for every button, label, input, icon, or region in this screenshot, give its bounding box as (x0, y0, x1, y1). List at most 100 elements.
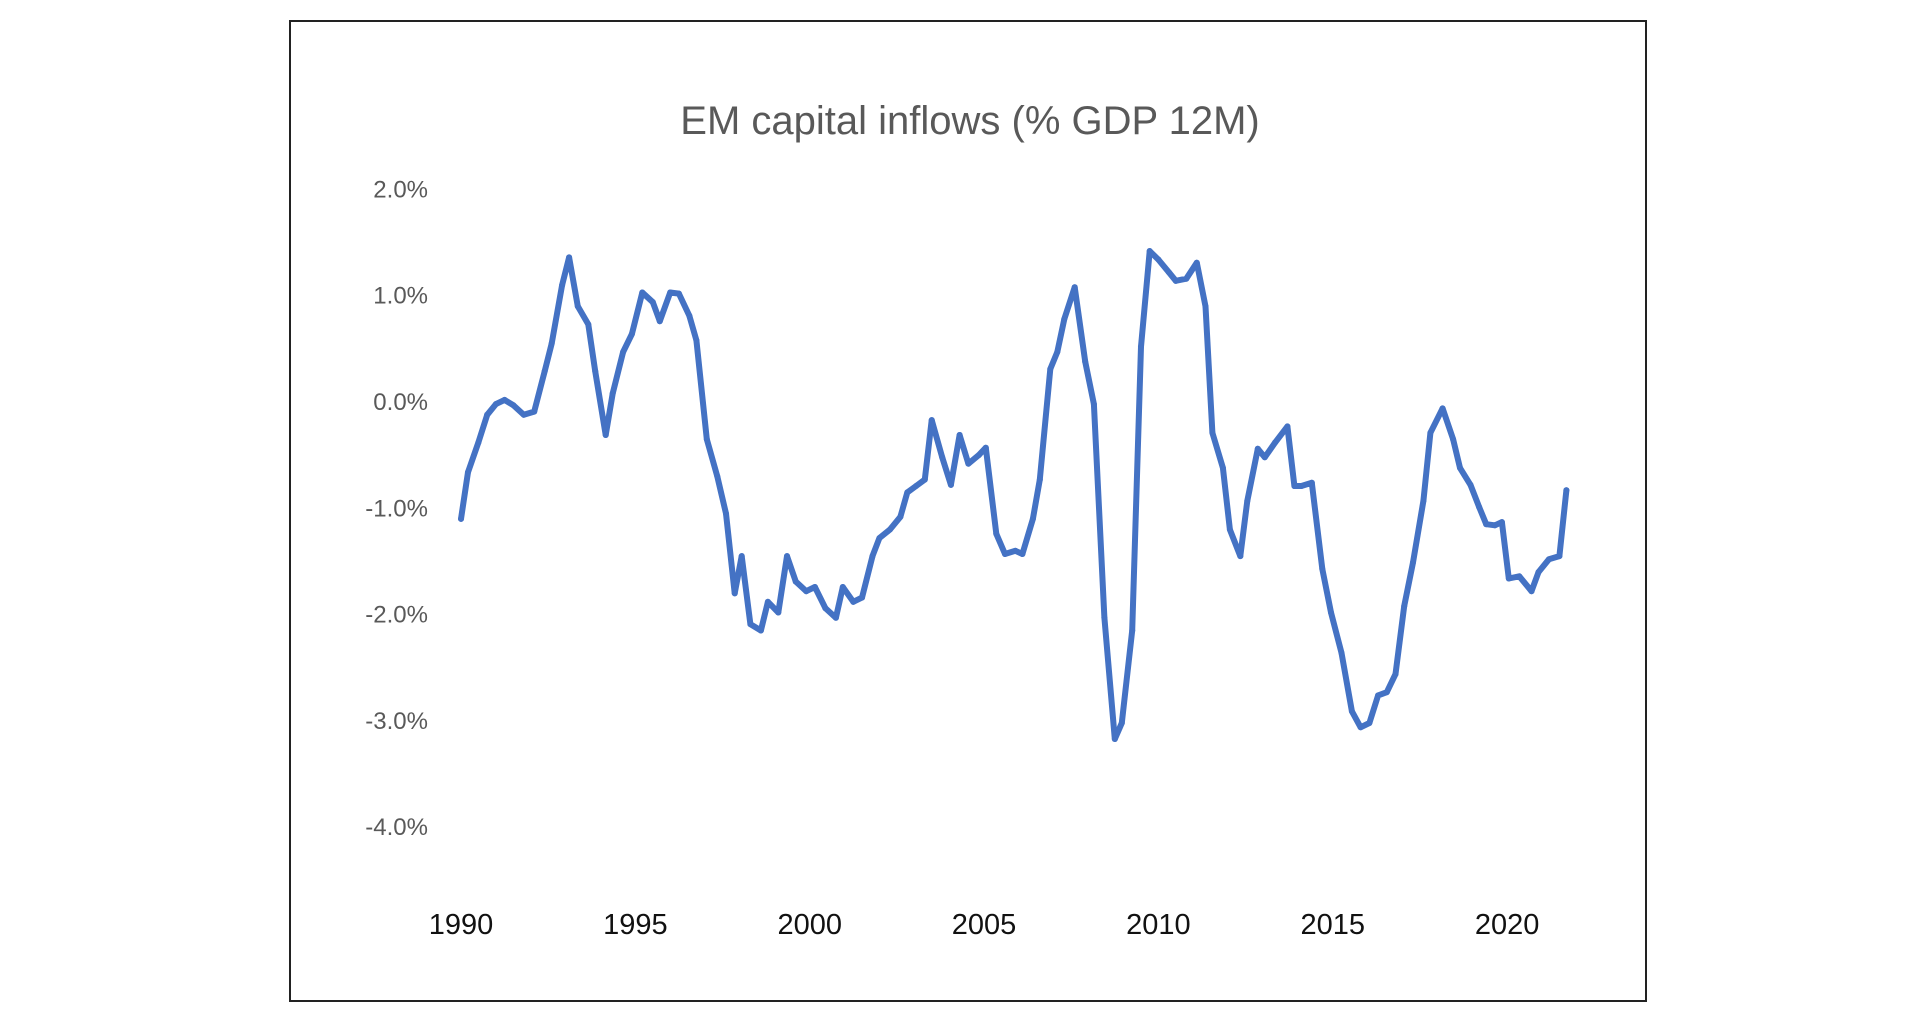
data-point (628, 330, 635, 337)
data-point (1019, 551, 1026, 558)
data-point (1505, 575, 1512, 582)
data-point (869, 553, 876, 560)
data-point (1291, 482, 1298, 489)
data-point (510, 402, 517, 409)
y-tick-label: 0.0% (373, 389, 428, 416)
data-point (1219, 464, 1226, 471)
data-point (1047, 366, 1054, 373)
data-point (1420, 497, 1427, 504)
data-point (859, 594, 866, 601)
x-tick-label: 2000 (777, 909, 842, 941)
series-group (458, 248, 1570, 742)
data-point (501, 396, 508, 403)
data-point (592, 368, 599, 375)
data-point (585, 321, 592, 328)
x-tick-label: 1995 (603, 909, 668, 941)
data-point (822, 605, 829, 612)
y-tick-label: -1.0% (365, 495, 428, 522)
data-point (566, 254, 573, 261)
chart-title: EM capital inflows (% GDP 12M) (680, 99, 1259, 143)
data-point (1146, 248, 1153, 255)
data-point (649, 299, 656, 306)
data-point (965, 460, 972, 467)
data-point (1516, 573, 1523, 580)
data-point (1563, 487, 1570, 494)
data-point (714, 473, 721, 480)
data-point (602, 431, 609, 438)
data-point (574, 303, 581, 310)
data-point (559, 282, 566, 289)
data-point (839, 583, 846, 590)
data-point (904, 489, 911, 496)
data-point (1308, 479, 1315, 486)
x-tick-label: 2005 (952, 909, 1017, 941)
data-point (1261, 454, 1268, 461)
y-axis-ticks: 2.0% 1.0% 0.0% -1.0% -2.0% -3.0% -4.0% (365, 176, 428, 841)
chart-frame (289, 20, 1647, 1002)
data-point (1001, 551, 1008, 558)
data-point (686, 312, 693, 319)
y-tick-label: -4.0% (365, 814, 428, 841)
data-point (975, 452, 982, 459)
data-point (1366, 720, 1373, 727)
data-point (1483, 521, 1490, 528)
data-point (1383, 689, 1390, 696)
data-point (541, 368, 548, 375)
data-point (492, 401, 499, 408)
data-point (1237, 553, 1244, 560)
data-point (1545, 556, 1552, 563)
data-point (764, 598, 771, 605)
data-point (1101, 614, 1108, 621)
data-point (1457, 464, 1464, 471)
data-point (993, 530, 1000, 537)
x-tick-label: 2010 (1126, 909, 1191, 941)
data-point (876, 535, 883, 542)
data-point (886, 526, 893, 533)
data-point (832, 614, 839, 621)
data-point (792, 578, 799, 585)
data-point (1272, 439, 1279, 446)
data-point (1498, 519, 1505, 526)
data-point (1319, 565, 1326, 572)
data-point (1450, 436, 1457, 443)
data-point (913, 482, 920, 489)
data-point (1357, 724, 1364, 731)
data-point (1209, 429, 1216, 436)
data-point (1328, 609, 1335, 616)
y-tick-label: 2.0% (373, 176, 428, 203)
data-point (757, 627, 764, 634)
data-point (1054, 349, 1061, 356)
data-point (921, 476, 928, 483)
data-point (1082, 358, 1089, 365)
data-point (1155, 256, 1162, 263)
data-point (850, 598, 857, 605)
data-point (956, 431, 963, 438)
data-point (675, 290, 682, 297)
data-point (1392, 671, 1399, 678)
data-point (458, 515, 464, 522)
data-point (1071, 284, 1078, 291)
data-point (620, 349, 627, 356)
data-point (1427, 429, 1434, 436)
data-point (639, 289, 646, 296)
data-point (1491, 522, 1498, 529)
data-point (1193, 259, 1200, 266)
data-point (609, 390, 616, 397)
data-point (1165, 269, 1172, 276)
data-point (947, 481, 954, 488)
data-point (1012, 547, 1019, 554)
data-point (1226, 526, 1233, 533)
data-point (667, 289, 674, 296)
data-point (775, 609, 782, 616)
data-point (1244, 497, 1251, 504)
data-point (1401, 603, 1408, 610)
data-point (1348, 708, 1355, 715)
data-point (1375, 692, 1382, 699)
data-point (1129, 627, 1136, 634)
data-point (784, 553, 791, 560)
data-point (1202, 303, 1209, 310)
data-point (1409, 559, 1416, 566)
data-point (1535, 569, 1542, 576)
data-point (1556, 553, 1563, 560)
